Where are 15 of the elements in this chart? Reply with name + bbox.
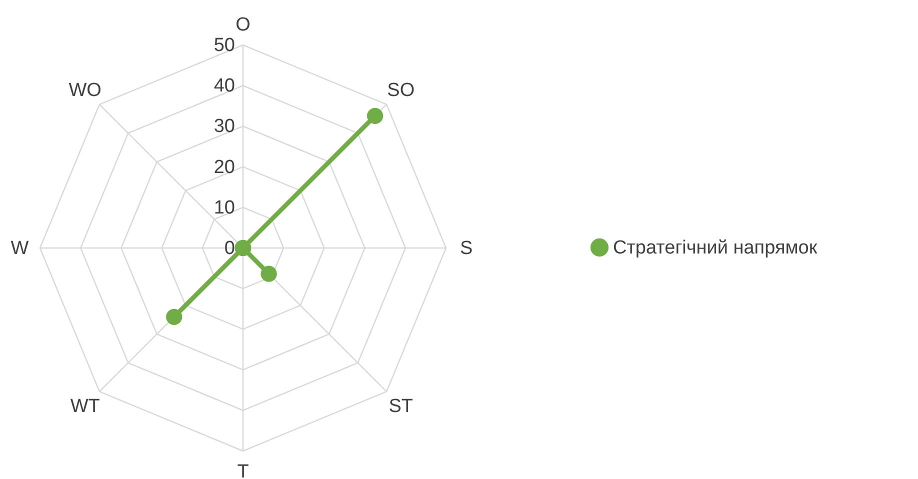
- y-tick-label: 10: [214, 197, 235, 218]
- y-tick-label: 50: [214, 35, 235, 56]
- spoke-label: S: [460, 238, 473, 259]
- spoke-label: SO: [387, 80, 415, 102]
- y-tick-label: 30: [214, 116, 235, 138]
- y-tick-label: 40: [214, 76, 235, 97]
- y-tick-label: 0: [224, 238, 235, 259]
- legend-label: Стратегічний напрямок: [613, 238, 818, 258]
- spoke-label: ST: [388, 396, 414, 417]
- spoke-label: WT: [70, 396, 100, 417]
- spoke-label: W: [10, 238, 29, 259]
- spoke-label: T: [237, 461, 250, 479]
- spoke-label: WO: [68, 80, 102, 102]
- y-tick-label: 20: [214, 156, 235, 178]
- spoke-label: O: [236, 14, 250, 36]
